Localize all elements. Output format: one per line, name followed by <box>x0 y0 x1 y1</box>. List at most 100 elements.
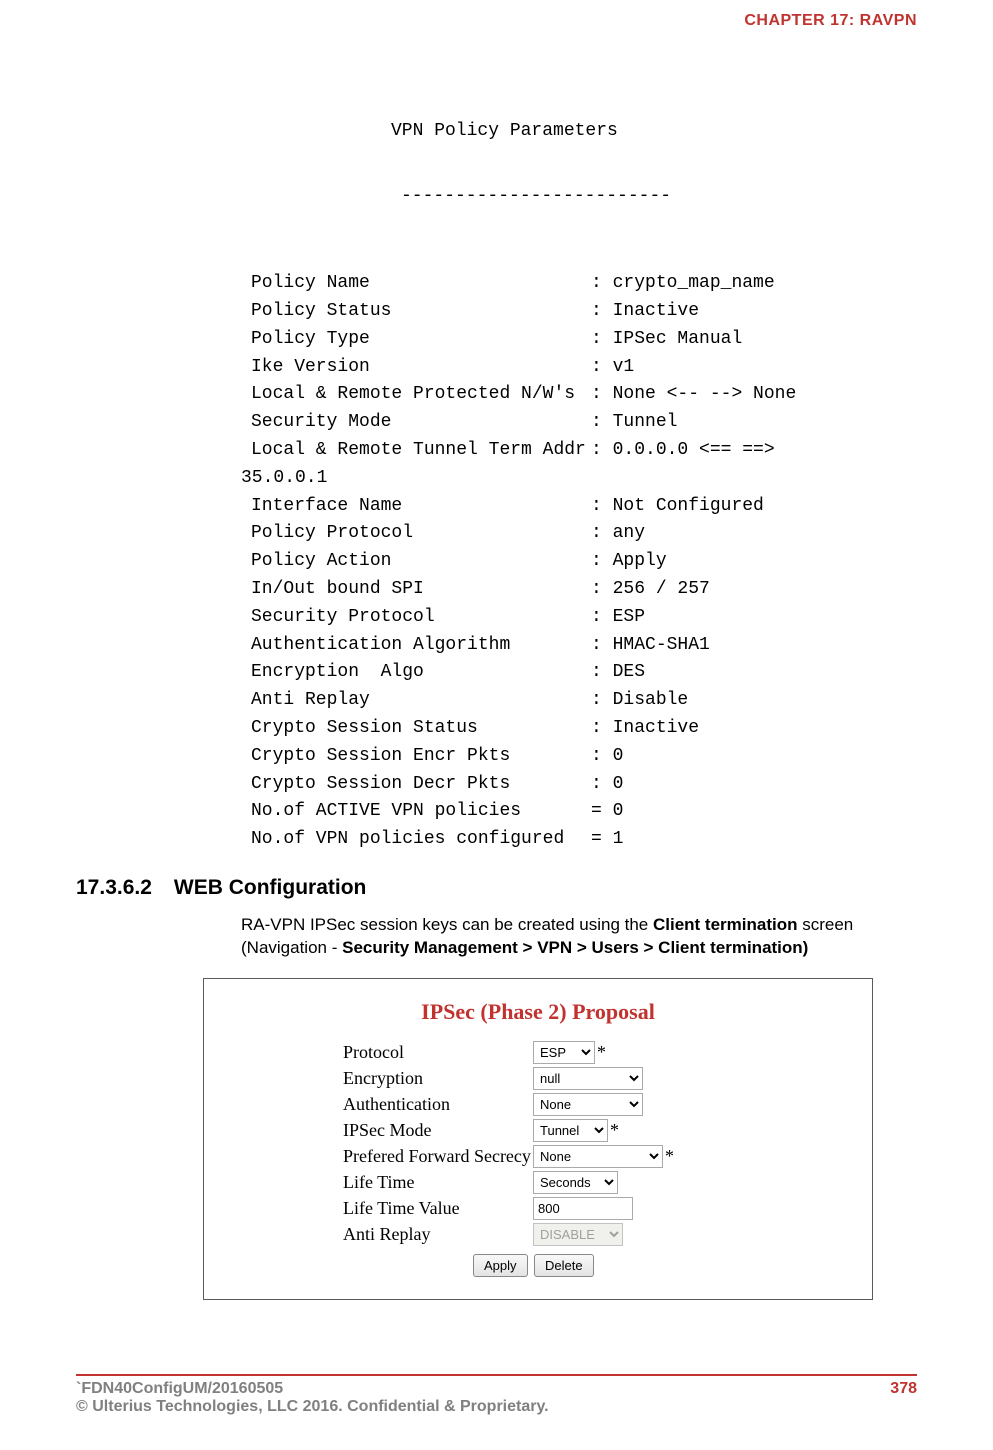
cli-param-label: Anti Replay <box>241 691 591 711</box>
cli-param-row: Interface Name: Not Configured <box>241 497 917 517</box>
cli-param-row: Authentication Algorithm: HMAC-SHA1 <box>241 636 917 656</box>
cli-param-row: Policy Protocol: any <box>241 524 917 544</box>
cli-param-label: Local & Remote Protected N/W's <box>241 385 591 405</box>
cli-param-value: any <box>613 523 645 543</box>
select-pfs[interactable]: None <box>533 1145 663 1168</box>
cli-param-row: Local & Remote Protected N/W's: None <--… <box>241 385 917 405</box>
chapter-header: CHAPTER 17: RAVPN <box>76 12 917 30</box>
row-authentication: Authentication None <box>343 1093 733 1116</box>
row-anti-replay: Anti Replay DISABLE <box>343 1223 733 1246</box>
cli-param-value: crypto_map_name <box>613 273 775 293</box>
cli-param-row: Crypto Session Status: Inactive <box>241 719 917 739</box>
cli-param-value: Not Configured <box>613 496 764 516</box>
cli-param-value: IPSec Manual <box>613 329 743 349</box>
cli-param-value: 0 <box>613 801 624 821</box>
body-bold-2: Security Management > VPN > Users > Clie… <box>342 938 808 957</box>
cli-param-sep: : <box>591 357 602 377</box>
cli-param-value: None <-- --> None <box>613 384 797 404</box>
cli-param-label: Security Protocol <box>241 608 591 628</box>
select-encryption[interactable]: null <box>533 1067 643 1090</box>
cli-param-label: Policy Type <box>241 330 591 350</box>
cli-param-label: Crypto Session Status <box>241 719 591 739</box>
cli-param-label: Policy Action <box>241 552 591 572</box>
cli-param-label: Local & Remote Tunnel Term Addr <box>241 441 591 461</box>
cli-param-label: Ike Version <box>241 358 591 378</box>
ipsec-panel-title: IPSec (Phase 2) Proposal <box>204 999 872 1025</box>
cli-param-value: Inactive <box>613 718 699 738</box>
label-anti-replay: Anti Replay <box>343 1224 533 1245</box>
cli-param-row: Policy Action: Apply <box>241 552 917 572</box>
cli-param-row: Security Protocol: ESP <box>241 608 917 628</box>
apply-button[interactable]: Apply <box>473 1254 528 1277</box>
cli-param-label: Crypto Session Encr Pkts <box>241 747 591 767</box>
cli-param-sep: : <box>591 690 602 710</box>
cli-param-sep: : <box>591 496 602 516</box>
ipsec-proposal-panel: IPSec (Phase 2) Proposal Protocol ESP * … <box>203 978 873 1300</box>
cli-param-row: Security Mode: Tunnel <box>241 413 917 433</box>
select-protocol[interactable]: ESP <box>533 1041 595 1064</box>
row-pfs: Prefered Forward Secrecy None * <box>343 1145 733 1168</box>
cli-title: VPN Policy Parameters <box>241 122 917 142</box>
cli-param-label: In/Out bound SPI <box>241 580 591 600</box>
required-mark: * <box>597 1042 606 1063</box>
cli-param-row: Local & Remote Tunnel Term Addr: 0.0.0.0… <box>241 441 917 461</box>
cli-output-block: VPN Policy Parameters ------------------… <box>241 52 917 850</box>
cli-param-sep: : <box>591 523 602 543</box>
footer-copyright: © Ulterius Technologies, LLC 2016. Confi… <box>76 1398 549 1416</box>
cli-param-sep: : <box>591 635 602 655</box>
row-protocol: Protocol ESP * <box>343 1041 733 1064</box>
select-life-time[interactable]: Seconds <box>533 1171 618 1194</box>
required-mark: * <box>610 1120 619 1141</box>
cli-param-value: 256 / 257 <box>613 579 710 599</box>
page-number: 378 <box>890 1380 917 1416</box>
page-footer: `FDN40ConfigUM/20160505 © Ulterius Techn… <box>76 1374 917 1416</box>
cli-param-label: No.of VPN policies configured <box>241 830 591 850</box>
delete-button[interactable]: Delete <box>534 1254 594 1277</box>
cli-param-continuation: 35.0.0.1 <box>241 469 917 489</box>
cli-param-value: 0 <box>613 746 624 766</box>
cli-param-sep: = <box>591 829 602 849</box>
cli-param-sep: : <box>591 440 602 460</box>
cli-param-sep: : <box>591 412 602 432</box>
cli-param-row: Policy Name: crypto_map_name <box>241 274 917 294</box>
label-ipsec-mode: IPSec Mode <box>343 1120 533 1141</box>
cli-param-sep: : <box>591 774 602 794</box>
cli-param-value: v1 <box>613 357 635 377</box>
section-heading: 17.3.6.2 WEB Configuration <box>76 876 917 900</box>
section-number: 17.3.6.2 <box>76 876 152 900</box>
select-authentication[interactable]: None <box>533 1093 643 1116</box>
cli-param-row: Anti Replay: Disable <box>241 691 917 711</box>
cli-param-value: DES <box>613 662 645 682</box>
cli-param-row: Crypto Session Encr Pkts: 0 <box>241 747 917 767</box>
cli-param-label: Authentication Algorithm <box>241 636 591 656</box>
cli-param-value: 0 <box>613 774 624 794</box>
cli-param-sep: : <box>591 718 602 738</box>
cli-param-label: Policy Protocol <box>241 524 591 544</box>
cli-param-value: Tunnel <box>613 412 678 432</box>
cli-param-label: No.of ACTIVE VPN policies <box>241 802 591 822</box>
cli-param-value: 1 <box>613 829 624 849</box>
footer-docid: `FDN40ConfigUM/20160505 <box>76 1380 549 1398</box>
cli-param-row: Policy Type: IPSec Manual <box>241 330 917 350</box>
cli-param-value: Apply <box>613 551 667 571</box>
cli-param-value: Inactive <box>613 301 699 321</box>
cli-param-value: ESP <box>613 607 645 627</box>
cli-param-label: Crypto Session Decr Pkts <box>241 775 591 795</box>
cli-param-sep: : <box>591 384 602 404</box>
cli-param-sep: : <box>591 551 602 571</box>
input-life-time-value[interactable] <box>533 1197 633 1220</box>
cli-param-label: Security Mode <box>241 413 591 433</box>
select-anti-replay: DISABLE <box>533 1223 623 1246</box>
button-row: Apply Delete <box>343 1254 733 1277</box>
label-encryption: Encryption <box>343 1068 533 1089</box>
select-ipsec-mode[interactable]: Tunnel <box>533 1119 608 1142</box>
body-bold-1: Client termination <box>653 915 798 934</box>
cli-param-sep: : <box>591 579 602 599</box>
section-title: WEB Configuration <box>174 876 366 899</box>
row-life-time: Life Time Seconds <box>343 1171 733 1194</box>
cli-param-sep: : <box>591 607 602 627</box>
required-mark: * <box>665 1146 674 1167</box>
cli-param-value: 0.0.0.0 <== ==> <box>613 440 775 460</box>
cli-param-row: No.of ACTIVE VPN policies= 0 <box>241 802 917 822</box>
section-body: RA-VPN IPSec session keys can be created… <box>241 914 917 960</box>
